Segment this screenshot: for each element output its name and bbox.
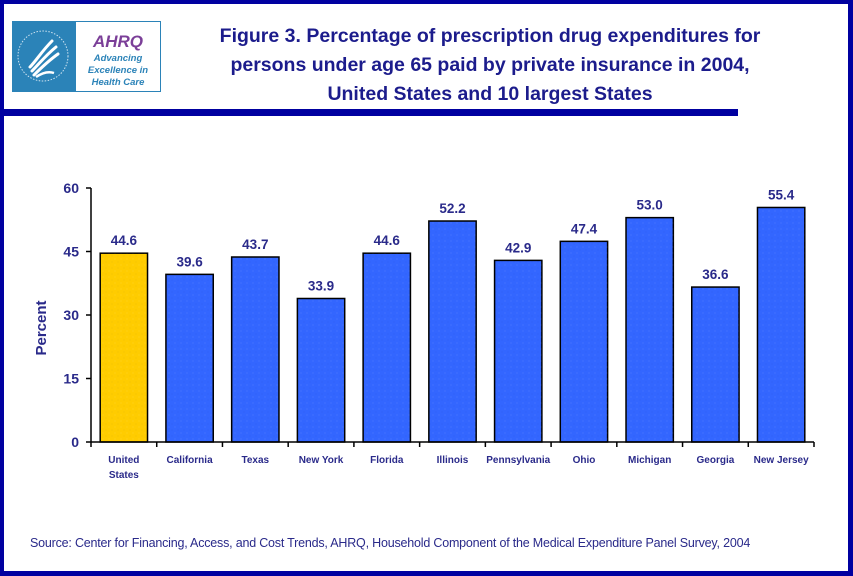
bar-ohio [559, 240, 609, 443]
bar-texture [560, 241, 608, 442]
x-tick-label: Georgia [697, 455, 735, 466]
bar-texture [100, 253, 148, 442]
data-label: 43.7 [242, 237, 268, 252]
x-tick-label: Florida [370, 455, 404, 466]
chart-title-line-2: persons under age 65 paid by private ins… [230, 54, 750, 76]
bar-new-york [296, 297, 346, 443]
data-label: 39.6 [176, 254, 203, 269]
y-tick-label: 45 [63, 244, 79, 260]
bar-texture [691, 287, 740, 442]
x-tick-label: New Jersey [754, 455, 809, 466]
data-label: 36.6 [702, 267, 729, 282]
ahrq-wordmark: AHRQ [92, 32, 144, 51]
ahrq-tagline-2: Excellence in [87, 65, 149, 76]
bar-florida [362, 252, 412, 443]
hhs-eagle-icon [12, 21, 75, 92]
bar-california [165, 273, 215, 443]
y-tick-label: 0 [71, 434, 79, 450]
bar-texture [757, 207, 805, 442]
bar-new-jersey [756, 206, 806, 443]
x-tick-label: Illinois [437, 455, 469, 466]
data-label: 55.4 [768, 187, 795, 202]
bar-texture [428, 221, 477, 442]
chart-title-line-1: Figure 3. Percentage of prescription dru… [219, 25, 761, 47]
ahrq-tagline-1: Advancing [93, 53, 143, 64]
bar-michigan [625, 216, 675, 443]
x-tick-label: Pennsylvania [486, 455, 550, 466]
bar-texture [231, 257, 279, 442]
data-label: 53.0 [637, 198, 663, 213]
bar-pennsylvania [493, 259, 543, 443]
ahrq-mark: AHRQ Advancing Excellence in Health Care [75, 21, 161, 92]
data-label: 42.9 [505, 240, 531, 255]
ahrq-tagline-3: Health Care [91, 77, 145, 88]
y-tick-label: 15 [63, 371, 79, 387]
y-tick-label: 60 [63, 180, 79, 196]
data-label: 33.9 [308, 278, 334, 293]
data-label: 44.6 [374, 233, 401, 248]
x-tick-label: California [167, 455, 214, 466]
data-label: 52.2 [439, 201, 465, 216]
x-tick-label: States [109, 470, 139, 481]
bar-texture [626, 217, 674, 442]
bar-illinois [428, 220, 477, 443]
x-tick-label: Texas [242, 455, 270, 466]
bar-texas [230, 256, 280, 443]
y-axis-title: Percent [33, 300, 50, 355]
x-tick-label: Ohio [573, 455, 596, 466]
data-label: 44.6 [111, 233, 138, 248]
chart-title-line-3: United States and 10 largest States [327, 83, 653, 105]
x-tick-label: New York [299, 455, 344, 466]
source-note: Source: Center for Financing, Access, an… [30, 536, 751, 550]
header-divider [4, 109, 738, 116]
bar-georgia [690, 286, 740, 443]
bar-texture [165, 274, 214, 442]
data-label: 47.4 [571, 221, 598, 236]
bar-united-states [99, 252, 149, 443]
bar-texture [297, 298, 345, 442]
bar-texture [363, 253, 411, 442]
chart-title: Figure 3. Percentage of prescription dru… [180, 22, 800, 109]
ahrq-logo: AHRQ Advancing Excellence in Health Care [12, 21, 161, 92]
y-tick-label: 30 [63, 307, 79, 323]
x-tick-label: Michigan [628, 455, 671, 466]
bar-texture [494, 260, 542, 442]
x-tick-label: United [108, 455, 139, 466]
